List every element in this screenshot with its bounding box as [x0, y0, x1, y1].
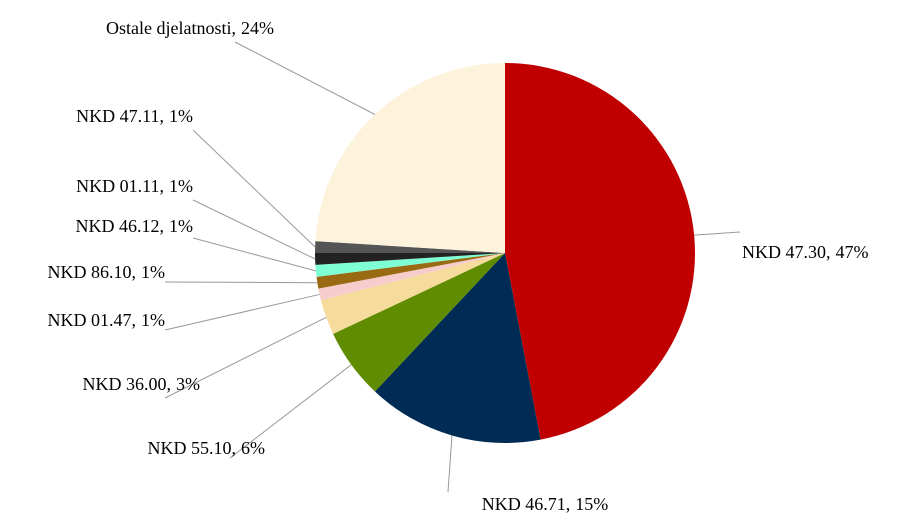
leader-line	[164, 281, 318, 284]
data-label: NKD 01.47, 1%	[48, 310, 166, 330]
label-category: Ostale djelatnosti,	[106, 18, 236, 38]
leader-line	[229, 364, 352, 459]
pie-slice	[318, 253, 505, 301]
data-label: NKD 86.10, 1%	[48, 262, 166, 282]
pie-slice	[315, 241, 505, 253]
pie-slice	[333, 253, 505, 392]
pie-slice	[316, 253, 505, 289]
label-category: NKD 46.71,	[482, 494, 571, 514]
data-label: NKD 36.00, 3%	[83, 374, 201, 394]
label-value: 3%	[176, 374, 200, 394]
leader-line	[234, 41, 376, 115]
label-value: 15%	[575, 494, 608, 514]
pie-slice	[315, 253, 505, 265]
label-category: NKD 01.47,	[48, 310, 137, 330]
label-category: NKD 46.12,	[76, 216, 165, 236]
label-category: NKD 86.10,	[48, 262, 137, 282]
label-value: 47%	[836, 242, 869, 262]
label-value: 1%	[169, 216, 193, 236]
label-category: NKD 55.10,	[148, 438, 237, 458]
label-category: NKD 36.00,	[83, 374, 172, 394]
label-value: 1%	[169, 106, 193, 126]
label-value: 1%	[169, 176, 193, 196]
data-label: NKD 46.71, 15%	[482, 494, 609, 514]
leader-line	[192, 237, 316, 272]
pie-slice	[374, 253, 541, 444]
label-value: 1%	[141, 310, 165, 330]
pie-slice	[315, 63, 505, 253]
leader-line	[192, 199, 316, 260]
data-label: NKD 47.30, 47%	[742, 242, 869, 262]
data-label: NKD 55.10, 6%	[148, 438, 266, 458]
pie-slice	[320, 253, 505, 334]
label-category: NKD 47.30,	[742, 242, 831, 262]
leader-line	[694, 231, 741, 236]
label-value: 1%	[141, 262, 165, 282]
label-value: 24%	[241, 18, 274, 38]
pie-slice	[505, 63, 696, 440]
label-category: NKD 01.11,	[76, 176, 164, 196]
pie-slice	[315, 253, 505, 277]
data-label: NKD 01.11, 1%	[76, 176, 193, 196]
label-category: NKD 47.11,	[76, 106, 164, 126]
leader-line	[164, 316, 327, 399]
data-label: NKD 47.11, 1%	[76, 106, 193, 126]
data-label: NKD 46.12, 1%	[76, 216, 194, 236]
leader-line	[447, 435, 453, 493]
data-label: Ostale djelatnosti, 24%	[106, 18, 274, 38]
leader-line	[164, 293, 320, 331]
leader-line	[192, 129, 316, 248]
label-value: 6%	[241, 438, 265, 458]
